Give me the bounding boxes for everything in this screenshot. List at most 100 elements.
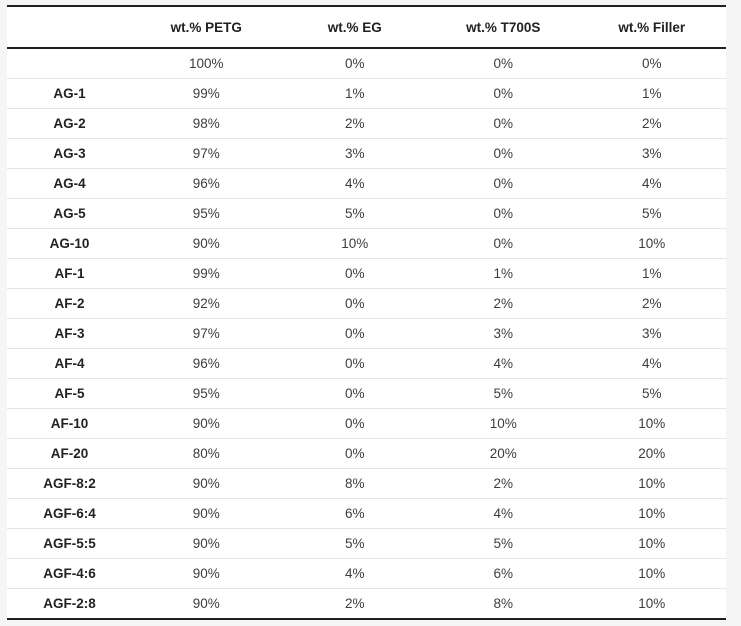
header-row: wt.% PETG wt.% EG wt.% T700S wt.% Filler: [7, 6, 726, 49]
table-row: AGF-2:8 90% 2% 8% 10%: [7, 588, 726, 619]
table-row: AF-2 92% 0% 2% 2%: [7, 288, 726, 319]
table-cell: 10%: [577, 558, 726, 589]
table-cell: 10%: [429, 408, 578, 439]
row-label: AG-1: [7, 78, 132, 109]
row-label: [7, 48, 132, 79]
table-cell: 10%: [577, 528, 726, 559]
table-row: AG-5 95% 5% 0% 5%: [7, 198, 726, 229]
row-label: AF-10: [7, 408, 132, 439]
column-header: wt.% T700S: [429, 6, 578, 49]
table-cell: 3%: [577, 318, 726, 349]
table-cell: 0%: [280, 348, 429, 379]
table-cell: 0%: [280, 378, 429, 409]
row-label: AGF-2:8: [7, 588, 132, 619]
table-cell: 5%: [577, 198, 726, 229]
table-cell: 20%: [429, 438, 578, 469]
table-cell: 90%: [132, 528, 281, 559]
table-row: AG-3 97% 3% 0% 3%: [7, 138, 726, 169]
table-cell: 100%: [132, 48, 281, 79]
table-cell: 0%: [429, 138, 578, 169]
table-cell: 90%: [132, 408, 281, 439]
table-cell: 8%: [280, 468, 429, 499]
table-row: AF-5 95% 0% 5% 5%: [7, 378, 726, 409]
composition-table: wt.% PETG wt.% EG wt.% T700S wt.% Filler 10…: [7, 5, 726, 620]
row-label: AG-3: [7, 138, 132, 169]
table-cell: 5%: [429, 378, 578, 409]
table-cell: 3%: [429, 318, 578, 349]
row-label: AF-1: [7, 258, 132, 289]
row-label: AF-2: [7, 288, 132, 319]
table-row: AF-3 97% 0% 3% 3%: [7, 318, 726, 349]
table-cell: 10%: [577, 588, 726, 619]
table-cell: 0%: [429, 108, 578, 139]
table-cell: 90%: [132, 468, 281, 499]
row-label: AGF-4:6: [7, 558, 132, 589]
table-cell: 6%: [429, 558, 578, 589]
table-cell: 2%: [280, 108, 429, 139]
table-cell: 0%: [280, 318, 429, 349]
corner-header: [7, 6, 132, 49]
table-cell: 4%: [280, 558, 429, 589]
row-label: AG-5: [7, 198, 132, 229]
table-cell: 90%: [132, 588, 281, 619]
table-cell: 1%: [577, 258, 726, 289]
table-row: AF-10 90% 0% 10% 10%: [7, 408, 726, 439]
table-cell: 0%: [280, 408, 429, 439]
row-label: AGF-5:5: [7, 528, 132, 559]
table-cell: 0%: [429, 48, 578, 79]
table-row: AF-4 96% 0% 4% 4%: [7, 348, 726, 379]
table-row: AGF-6:4 90% 6% 4% 10%: [7, 498, 726, 529]
table-cell: 10%: [577, 498, 726, 529]
row-label: AG-2: [7, 108, 132, 139]
table-cell: 90%: [132, 228, 281, 259]
table-row: 100% 0% 0% 0%: [7, 48, 726, 79]
row-label: AF-4: [7, 348, 132, 379]
table-cell: 0%: [280, 48, 429, 79]
table-cell: 2%: [429, 288, 578, 319]
table-cell: 1%: [429, 258, 578, 289]
table-row: AG-2 98% 2% 0% 2%: [7, 108, 726, 139]
table-cell: 0%: [429, 198, 578, 229]
table-row: AF-1 99% 0% 1% 1%: [7, 258, 726, 289]
table-cell: 8%: [429, 588, 578, 619]
table-cell: 0%: [429, 168, 578, 199]
table-cell: 99%: [132, 78, 281, 109]
table-cell: 0%: [280, 438, 429, 469]
table-cell: 10%: [577, 408, 726, 439]
table-cell: 4%: [429, 348, 578, 379]
row-label: AG-4: [7, 168, 132, 199]
table-cell: 95%: [132, 378, 281, 409]
table-cell: 3%: [280, 138, 429, 169]
table-cell: 96%: [132, 168, 281, 199]
table-cell: 10%: [280, 228, 429, 259]
table-cell: 95%: [132, 198, 281, 229]
table-cell: 96%: [132, 348, 281, 379]
table-row: AG-10 90% 10% 0% 10%: [7, 228, 726, 259]
table-cell: 80%: [132, 438, 281, 469]
table-cell: 4%: [429, 498, 578, 529]
table-cell: 0%: [429, 228, 578, 259]
composition-table-card: wt.% PETG wt.% EG wt.% T700S wt.% Filler 10…: [7, 5, 726, 620]
table-cell: 5%: [577, 378, 726, 409]
table-cell: 92%: [132, 288, 281, 319]
table-cell: 6%: [280, 498, 429, 529]
table-cell: 0%: [280, 288, 429, 319]
table-cell: 2%: [429, 468, 578, 499]
table-cell: 2%: [280, 588, 429, 619]
row-label: AGF-8:2: [7, 468, 132, 499]
table-cell: 2%: [577, 288, 726, 319]
table-cell: 2%: [577, 108, 726, 139]
row-label: AF-5: [7, 378, 132, 409]
table-cell: 1%: [280, 78, 429, 109]
table-cell: 5%: [429, 528, 578, 559]
table-row: AG-4 96% 4% 0% 4%: [7, 168, 726, 199]
table-body: 100% 0% 0% 0% AG-1 99% 1% 0% 1% AG-2 98% 2% 0% 2% AG-3…: [7, 48, 726, 619]
table-cell: 0%: [429, 78, 578, 109]
table-cell: 90%: [132, 498, 281, 529]
table-cell: 97%: [132, 318, 281, 349]
table-row: AGF-5:5 90% 5% 5% 10%: [7, 528, 726, 559]
table-cell: 10%: [577, 228, 726, 259]
table-cell: 1%: [577, 78, 726, 109]
row-label: AGF-6:4: [7, 498, 132, 529]
